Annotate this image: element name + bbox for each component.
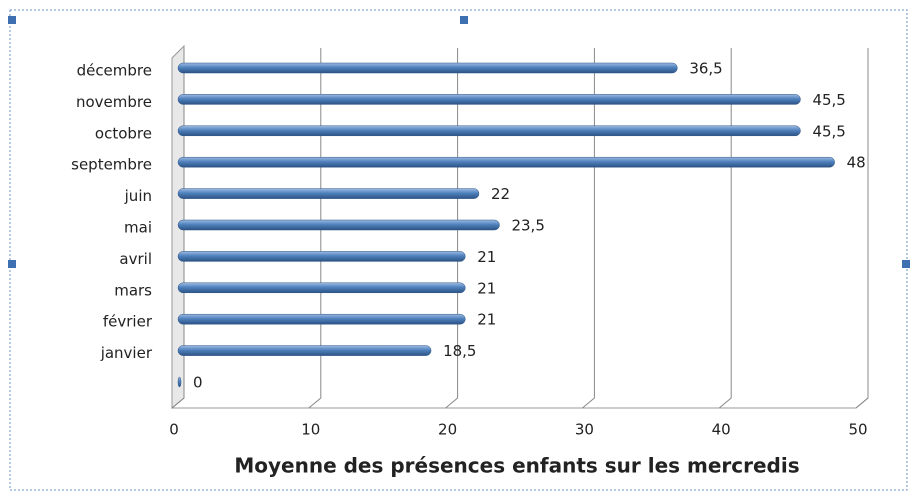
y-tick-label: septembre	[71, 156, 152, 174]
bar	[177, 376, 182, 388]
value-label: 36,5	[689, 60, 722, 78]
x-tick-label: 20	[438, 421, 457, 439]
handle	[8, 16, 16, 24]
value-label: 21	[477, 248, 496, 266]
y-tick-label: avril	[119, 250, 152, 268]
x-tick-label: 10	[301, 421, 320, 439]
x-axis-label: Moyenne des présences enfants sur les me…	[234, 454, 799, 478]
selection-frame	[9, 9, 908, 491]
y-tick-label: janvier	[100, 344, 153, 362]
bar	[177, 219, 500, 231]
x-tick-label: 30	[575, 421, 594, 439]
bar	[177, 313, 466, 325]
handle	[902, 260, 910, 268]
y-tick-label: février	[103, 313, 153, 331]
value-label: 0	[193, 374, 203, 392]
y-tick-label: novembre	[76, 93, 152, 111]
floor	[172, 397, 869, 409]
x-tick-label: 50	[848, 421, 867, 439]
x-tick-label: 0	[169, 421, 179, 439]
bar	[177, 125, 801, 137]
y-tick-label: mai	[124, 219, 152, 237]
value-label: 23,5	[511, 217, 544, 235]
value-label: 48	[847, 154, 866, 172]
value-label: 18,5	[443, 342, 476, 360]
value-label: 21	[477, 279, 496, 297]
bar	[177, 62, 678, 74]
y-tick-label: juin	[124, 187, 152, 205]
bar	[177, 188, 480, 199]
value-label: 21	[477, 311, 496, 329]
handle	[8, 260, 16, 268]
bar	[177, 251, 466, 262]
bar	[177, 345, 432, 356]
bar	[177, 94, 801, 105]
value-label: 45,5	[812, 91, 845, 109]
y-tick-label: octobre	[95, 124, 152, 142]
y-tick-label: mars	[114, 281, 152, 299]
y-tick-label: décembre	[77, 62, 152, 80]
grid-line	[855, 48, 869, 409]
value-label: 22	[491, 185, 510, 203]
bar	[177, 282, 466, 294]
handle	[460, 16, 468, 24]
bar	[177, 156, 835, 168]
x-tick-label: 40	[712, 421, 731, 439]
value-label: 45,5	[812, 122, 845, 140]
